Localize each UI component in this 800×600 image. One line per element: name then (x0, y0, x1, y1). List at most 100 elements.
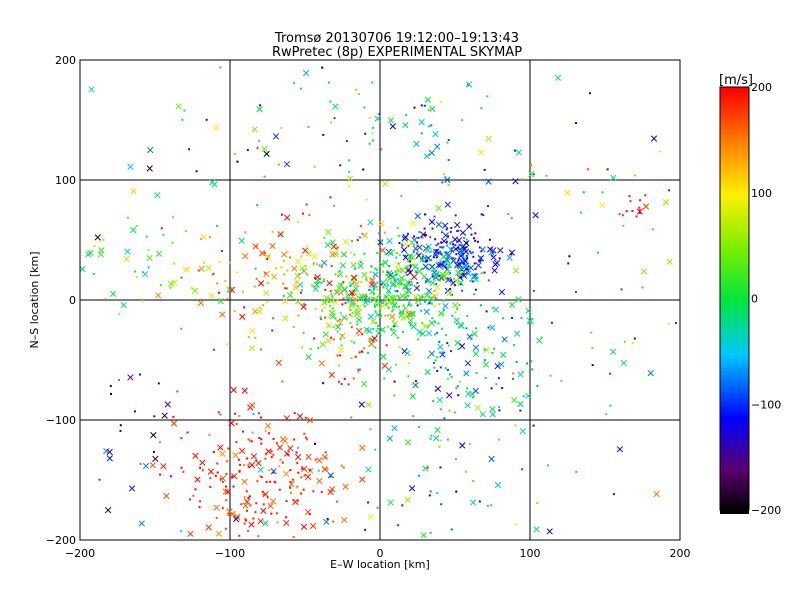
data-point-dot (284, 287, 287, 290)
data-point-dot (625, 210, 628, 213)
data-point-dot (259, 306, 262, 309)
data-point-dot (169, 475, 172, 478)
data-point-dot (212, 272, 215, 275)
data-point-dot (487, 326, 490, 329)
data-point-cross (465, 270, 472, 277)
data-point-dot (413, 235, 416, 238)
data-point-cross (205, 265, 212, 272)
colorbar-tick-label: −100 (751, 398, 781, 411)
colorbar-segment (720, 452, 749, 457)
data-point-dot (416, 241, 419, 244)
data-point-cross (418, 118, 425, 126)
data-point-dot (437, 252, 440, 255)
data-point-dot (329, 290, 332, 293)
data-point-dot (398, 346, 401, 349)
data-point-cross (435, 221, 443, 228)
data-point-cross (309, 522, 317, 530)
data-point-cross (387, 117, 395, 124)
data-point-dot (466, 256, 469, 259)
data-point-cross (381, 362, 388, 369)
x-axis-ticks: −200 −100 0 100 200 (65, 534, 691, 560)
data-point-dot (514, 424, 517, 427)
data-point-dot (491, 307, 494, 310)
data-point-dot (415, 285, 418, 288)
data-point-dot (220, 250, 223, 253)
data-point-dot (449, 230, 452, 233)
data-point-dot (370, 281, 373, 284)
x-axis-label: E–W location [km] (330, 558, 430, 571)
y-tick-label: 100 (55, 174, 76, 187)
data-point-dot (454, 265, 457, 268)
data-point-dot (349, 284, 352, 287)
data-point-cross (359, 444, 366, 451)
data-point-cross (207, 468, 215, 475)
colorbar-segment (720, 319, 749, 324)
data-point-cross (146, 165, 153, 172)
data-point-dot (473, 293, 476, 296)
data-point-dot (365, 278, 368, 281)
data-point-dot (354, 355, 357, 358)
data-point-dot (440, 327, 443, 330)
data-point-dot (622, 224, 625, 227)
data-point-dot (363, 252, 366, 255)
data-point-dot (426, 267, 429, 270)
data-point-cross (155, 292, 162, 299)
data-point-dot (247, 529, 250, 532)
data-point-dot (262, 493, 265, 496)
data-point-dot (309, 348, 312, 351)
data-point-dot (421, 296, 424, 299)
data-point-dot (441, 230, 444, 233)
data-point-cross (295, 453, 302, 461)
data-point-dot (428, 125, 431, 128)
data-point-dot (638, 211, 641, 214)
data-point-dot (474, 232, 477, 235)
data-point-cross (269, 498, 277, 505)
data-point-cross (249, 402, 256, 409)
data-point-cross (599, 202, 606, 209)
data-point-dot (238, 534, 241, 537)
data-point-dot (253, 285, 256, 288)
data-point-dot (353, 303, 356, 306)
data-point-dot (385, 303, 388, 306)
data-point-dot (357, 92, 360, 95)
data-point-dot (376, 303, 379, 306)
data-point-dot (224, 527, 227, 530)
data-point-dot (473, 262, 476, 265)
data-point-cross (242, 502, 249, 509)
data-point-dot (316, 281, 319, 284)
data-point-dot (300, 291, 303, 294)
data-point-cross (513, 330, 521, 337)
data-point-dot (526, 362, 529, 365)
data-point-dot (338, 318, 341, 321)
data-point-cross (479, 246, 486, 253)
data-point-cross (434, 385, 442, 392)
data-point-cross (130, 226, 137, 234)
data-point-dot (418, 231, 421, 234)
data-point-cross (417, 293, 424, 301)
data-point-dot (423, 213, 426, 216)
data-point-dot (92, 273, 95, 276)
data-point-cross (263, 150, 270, 158)
colorbar-segment (720, 434, 749, 439)
data-point-dot (407, 264, 410, 267)
data-point-dot (404, 306, 407, 309)
colorbar-segment (720, 216, 749, 221)
data-point-cross (386, 298, 393, 306)
data-point-dot (375, 268, 378, 271)
data-point-dot (441, 351, 444, 354)
data-point-dot (365, 295, 368, 298)
data-point-dot (373, 306, 376, 309)
data-point-dot (450, 240, 453, 243)
data-point-dot (273, 480, 276, 483)
data-point-dot (171, 216, 174, 219)
data-point-cross (355, 327, 363, 335)
data-point-dot (574, 290, 577, 293)
data-point-dot (153, 415, 156, 418)
data-point-dot (214, 474, 217, 477)
data-point-cross (304, 473, 312, 481)
data-point-cross (160, 463, 167, 470)
data-point-cross (369, 276, 376, 284)
data-point-dot (591, 347, 594, 350)
data-point-dot (232, 452, 235, 455)
data-point-dot (233, 152, 236, 155)
